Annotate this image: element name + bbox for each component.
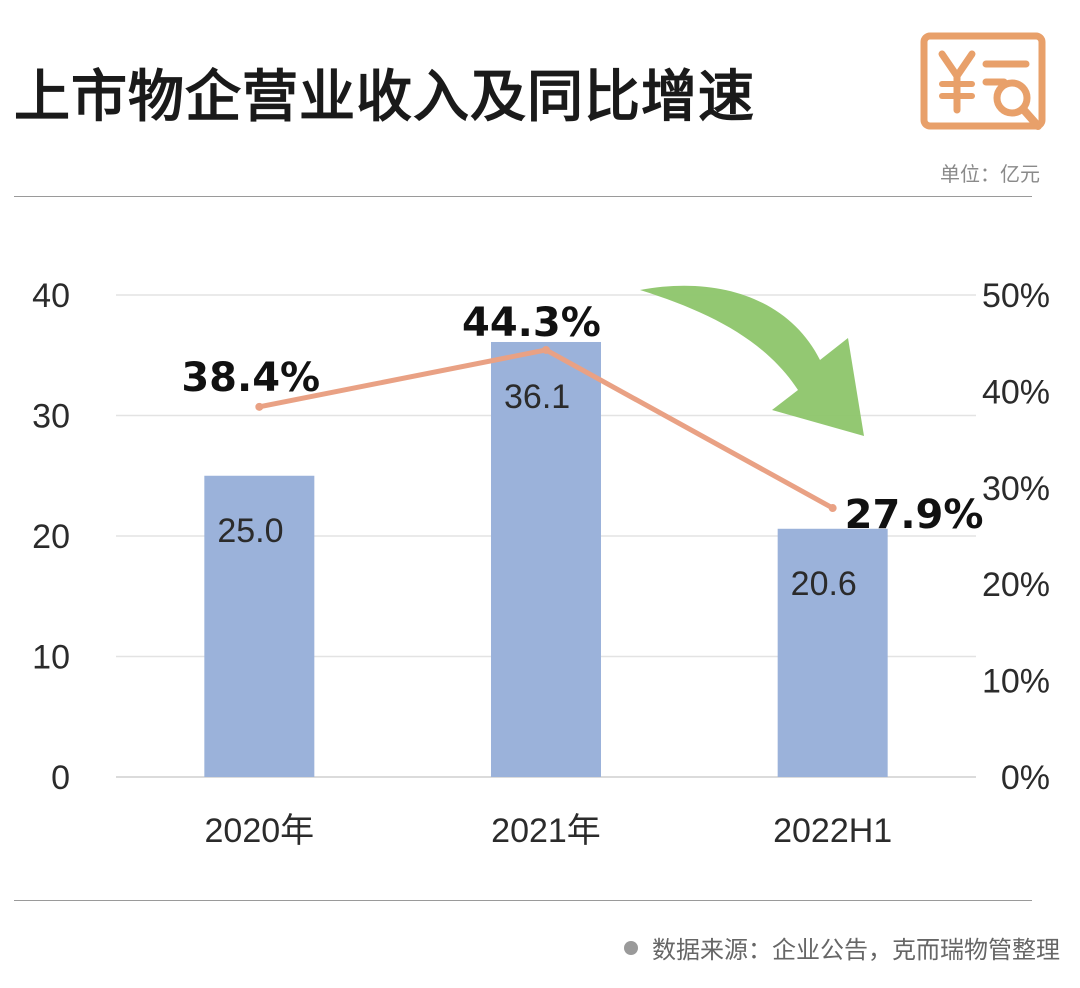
left-tick-label: 40 bbox=[32, 277, 70, 315]
left-axis-ticks: 0 10 20 30 40 bbox=[32, 277, 70, 797]
line-point bbox=[542, 345, 550, 354]
right-tick-label: 50% bbox=[982, 277, 1050, 315]
x-tick-label: 2020年 bbox=[205, 812, 315, 850]
left-tick-label: 10 bbox=[32, 639, 70, 677]
right-axis-ticks: 0% 10% 20% 30% 40% 50% bbox=[982, 277, 1050, 797]
left-tick-label: 30 bbox=[32, 398, 70, 436]
line-series bbox=[255, 345, 837, 513]
bar-value-labels: 25.0 36.1 20.6 bbox=[217, 378, 857, 603]
bar-value-label: 36.1 bbox=[504, 378, 570, 416]
right-tick-label: 40% bbox=[982, 373, 1050, 411]
left-tick-label: 0 bbox=[51, 759, 70, 797]
bar bbox=[204, 475, 315, 777]
x-tick-label: 2022H1 bbox=[773, 812, 892, 850]
source-text: 数据来源：企业公告，克而瑞物管整理 bbox=[652, 936, 1060, 964]
bar bbox=[777, 528, 888, 777]
down-trend-arrow-icon bbox=[640, 285, 864, 436]
right-tick-label: 30% bbox=[982, 470, 1050, 508]
bottom-divider bbox=[14, 900, 1032, 901]
x-tick-label: 2021年 bbox=[491, 812, 601, 850]
bar-series bbox=[204, 341, 888, 777]
bar bbox=[491, 341, 601, 777]
yuan-document-search-icon bbox=[920, 32, 1046, 130]
bullet-dot-icon bbox=[624, 940, 638, 955]
left-tick-label: 20 bbox=[32, 518, 70, 556]
source-note: 数据来源：企业公告，克而瑞物管整理 bbox=[624, 930, 1060, 965]
right-tick-label: 0% bbox=[1001, 759, 1050, 797]
bar-value-label: 25.0 bbox=[217, 512, 283, 550]
bar-value-label: 20.6 bbox=[791, 565, 857, 603]
line-value-labels: 38.4% 44.3% 27.9% bbox=[181, 300, 983, 538]
line-value-label: 38.4% bbox=[181, 355, 320, 401]
x-axis-labels: 2020年 2021年 2022H1 bbox=[205, 812, 893, 850]
right-tick-label: 20% bbox=[982, 566, 1050, 604]
right-tick-label: 10% bbox=[982, 663, 1050, 701]
line-value-label: 27.9% bbox=[845, 492, 984, 538]
line-point bbox=[828, 504, 837, 513]
unit-label: 单位：亿元 bbox=[940, 162, 1040, 186]
chart-title: 上市物企营业收入及同比增速 bbox=[14, 65, 755, 130]
line-value-label: 44.3% bbox=[462, 300, 601, 346]
top-divider bbox=[14, 196, 1032, 197]
line-point bbox=[255, 402, 264, 411]
